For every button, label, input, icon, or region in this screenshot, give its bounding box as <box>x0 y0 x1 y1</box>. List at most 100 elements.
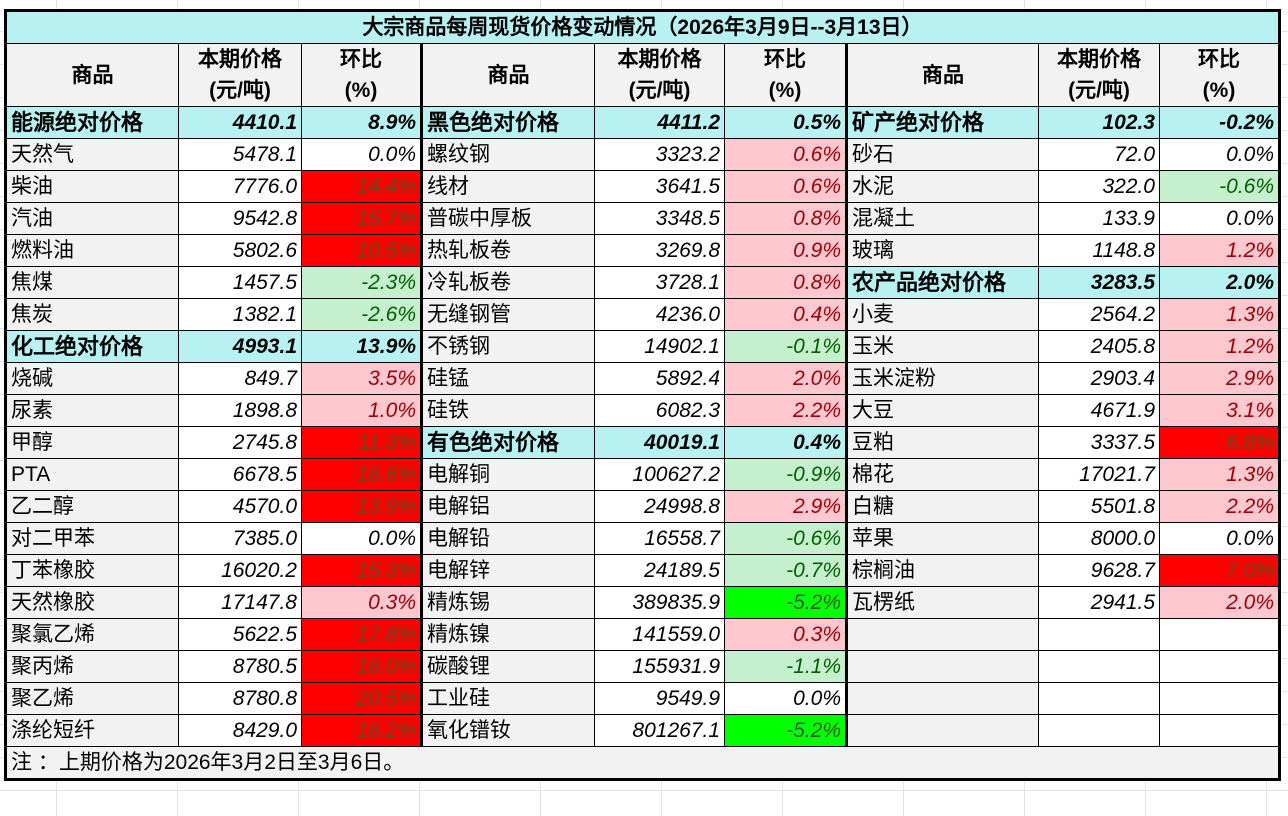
price-cell[interactable]: 1382.1 <box>178 298 302 331</box>
header-commodity[interactable]: 商品 <box>845 43 1039 107</box>
price-cell[interactable]: 5478.1 <box>178 138 302 171</box>
price-cell[interactable]: 16558.7 <box>594 522 725 555</box>
price-cell[interactable]: 3269.8 <box>594 234 725 267</box>
commodity-name-cell[interactable]: 聚丙烯 <box>5 650 179 683</box>
price-cell[interactable]: 4410.1 <box>178 106 302 139</box>
commodity-name-cell[interactable]: 玻璃 <box>845 234 1039 267</box>
commodity-name-cell[interactable]: 玉米淀粉 <box>845 362 1039 395</box>
price-cell[interactable]: 17147.8 <box>178 586 302 619</box>
empty-cell[interactable] <box>1159 650 1280 683</box>
change-pct-cell[interactable]: 2.0% <box>724 362 847 395</box>
price-cell[interactable]: 24998.8 <box>594 490 725 523</box>
change-pct-cell[interactable]: 2.2% <box>724 394 847 427</box>
change-pct-cell[interactable]: 2.9% <box>1159 362 1280 395</box>
commodity-name-cell[interactable]: 不锈钢 <box>420 330 595 363</box>
commodity-name-cell[interactable]: 柴油 <box>5 170 179 203</box>
change-pct-cell[interactable]: -2.3% <box>301 266 422 299</box>
commodity-name-cell[interactable]: 乙二醇 <box>5 490 179 523</box>
price-cell[interactable]: 8000.0 <box>1038 522 1160 555</box>
commodity-name-cell[interactable]: 热轧板卷 <box>420 234 595 267</box>
price-cell[interactable]: 5501.8 <box>1038 490 1160 523</box>
price-cell[interactable]: 72.0 <box>1038 138 1160 171</box>
commodity-name-cell[interactable]: 水泥 <box>845 170 1039 203</box>
price-cell[interactable]: 5892.4 <box>594 362 725 395</box>
header-current-price[interactable]: 本期价格 (元/吨) <box>594 43 725 107</box>
price-cell[interactable]: 6678.5 <box>178 458 302 491</box>
change-pct-cell[interactable]: 7.0% <box>1159 554 1280 587</box>
change-pct-cell[interactable]: -1.1% <box>724 650 847 683</box>
header-current-price[interactable]: 本期价格 (元/吨) <box>1038 43 1160 107</box>
price-cell[interactable]: 102.3 <box>1038 106 1160 139</box>
change-pct-cell[interactable]: 18.6% <box>301 458 422 491</box>
change-pct-cell[interactable]: -0.9% <box>724 458 847 491</box>
commodity-name-cell[interactable]: 砂石 <box>845 138 1039 171</box>
price-cell[interactable]: 322.0 <box>1038 170 1160 203</box>
change-pct-cell[interactable]: 13.9% <box>301 490 422 523</box>
header-change-pct[interactable]: 环比 (%) <box>301 43 422 107</box>
price-cell[interactable]: 2745.8 <box>178 426 302 459</box>
change-pct-cell[interactable]: 0.0% <box>1159 138 1280 171</box>
commodity-name-cell[interactable]: 瓦楞纸 <box>845 586 1039 619</box>
commodity-name-cell[interactable]: 尿素 <box>5 394 179 427</box>
commodity-name-cell[interactable]: 工业硅 <box>420 682 595 715</box>
change-pct-cell[interactable]: 0.0% <box>1159 522 1280 555</box>
price-cell[interactable]: 8429.0 <box>178 714 302 747</box>
price-cell[interactable]: 155931.9 <box>594 650 725 683</box>
price-cell[interactable]: 3348.5 <box>594 202 725 235</box>
price-cell[interactable]: 6082.3 <box>594 394 725 427</box>
header-commodity[interactable]: 商品 <box>420 43 595 107</box>
change-pct-cell[interactable]: 0.4% <box>724 298 847 331</box>
commodity-name-cell[interactable]: 甲醇 <box>5 426 179 459</box>
price-cell[interactable]: 2564.2 <box>1038 298 1160 331</box>
commodity-name-cell[interactable]: 碳酸锂 <box>420 650 595 683</box>
price-cell[interactable]: 2941.5 <box>1038 586 1160 619</box>
commodity-name-cell[interactable]: 豆粕 <box>845 426 1039 459</box>
commodity-name-cell[interactable]: 棉花 <box>845 458 1039 491</box>
change-pct-cell[interactable]: 11.3% <box>301 426 422 459</box>
group-name-cell[interactable]: 黑色绝对价格 <box>420 106 595 139</box>
commodity-name-cell[interactable]: 焦煤 <box>5 266 179 299</box>
change-pct-cell[interactable]: 8.9% <box>301 106 422 139</box>
change-pct-cell[interactable]: 0.3% <box>301 586 422 619</box>
commodity-name-cell[interactable]: 丁苯橡胶 <box>5 554 179 587</box>
price-cell[interactable]: 7385.0 <box>178 522 302 555</box>
change-pct-cell[interactable]: 2.0% <box>1159 586 1280 619</box>
commodity-name-cell[interactable]: 汽油 <box>5 202 179 235</box>
price-cell[interactable]: 8780.8 <box>178 682 302 715</box>
price-cell[interactable]: 17021.7 <box>1038 458 1160 491</box>
commodity-name-cell[interactable]: 冷轧板卷 <box>420 266 595 299</box>
commodity-name-cell[interactable]: 螺纹钢 <box>420 138 595 171</box>
price-cell[interactable]: 9542.8 <box>178 202 302 235</box>
change-pct-cell[interactable]: -0.6% <box>1159 170 1280 203</box>
commodity-name-cell[interactable]: 精炼锡 <box>420 586 595 619</box>
change-pct-cell[interactable]: 3.5% <box>301 362 422 395</box>
commodity-name-cell[interactable]: 聚氯乙烯 <box>5 618 179 651</box>
price-cell[interactable]: 8780.5 <box>178 650 302 683</box>
commodity-name-cell[interactable]: 小麦 <box>845 298 1039 331</box>
price-cell[interactable]: 801267.1 <box>594 714 725 747</box>
price-cell[interactable]: 40019.1 <box>594 426 725 459</box>
price-cell[interactable]: 4570.0 <box>178 490 302 523</box>
empty-cell[interactable] <box>845 682 1039 715</box>
change-pct-cell[interactable]: -0.7% <box>724 554 847 587</box>
commodity-name-cell[interactable]: 白糖 <box>845 490 1039 523</box>
commodity-name-cell[interactable]: 普碳中厚板 <box>420 202 595 235</box>
price-cell[interactable]: 5802.6 <box>178 234 302 267</box>
commodity-name-cell[interactable]: 焦炭 <box>5 298 179 331</box>
commodity-name-cell[interactable]: 烧碱 <box>5 362 179 395</box>
commodity-name-cell[interactable]: 棕榈油 <box>845 554 1039 587</box>
change-pct-cell[interactable]: 14.4% <box>301 170 422 203</box>
empty-cell[interactable] <box>1159 714 1280 747</box>
group-name-cell[interactable]: 矿产绝对价格 <box>845 106 1039 139</box>
commodity-name-cell[interactable]: 苹果 <box>845 522 1039 555</box>
change-pct-cell[interactable]: 17.8% <box>301 618 422 651</box>
change-pct-cell[interactable]: 0.8% <box>724 266 847 299</box>
commodity-name-cell[interactable]: 无缝钢管 <box>420 298 595 331</box>
table-title[interactable]: 大宗商品每周现货价格变动情况（2026年3月9日--3月13日） <box>5 10 1280 44</box>
change-pct-cell[interactable]: 18.0% <box>301 650 422 683</box>
group-name-cell[interactable]: 有色绝对价格 <box>420 426 595 459</box>
price-cell[interactable]: 4671.9 <box>1038 394 1160 427</box>
change-pct-cell[interactable]: -5.2% <box>724 714 847 747</box>
header-change-pct[interactable]: 环比 (%) <box>724 43 847 107</box>
commodity-name-cell[interactable]: 聚乙烯 <box>5 682 179 715</box>
